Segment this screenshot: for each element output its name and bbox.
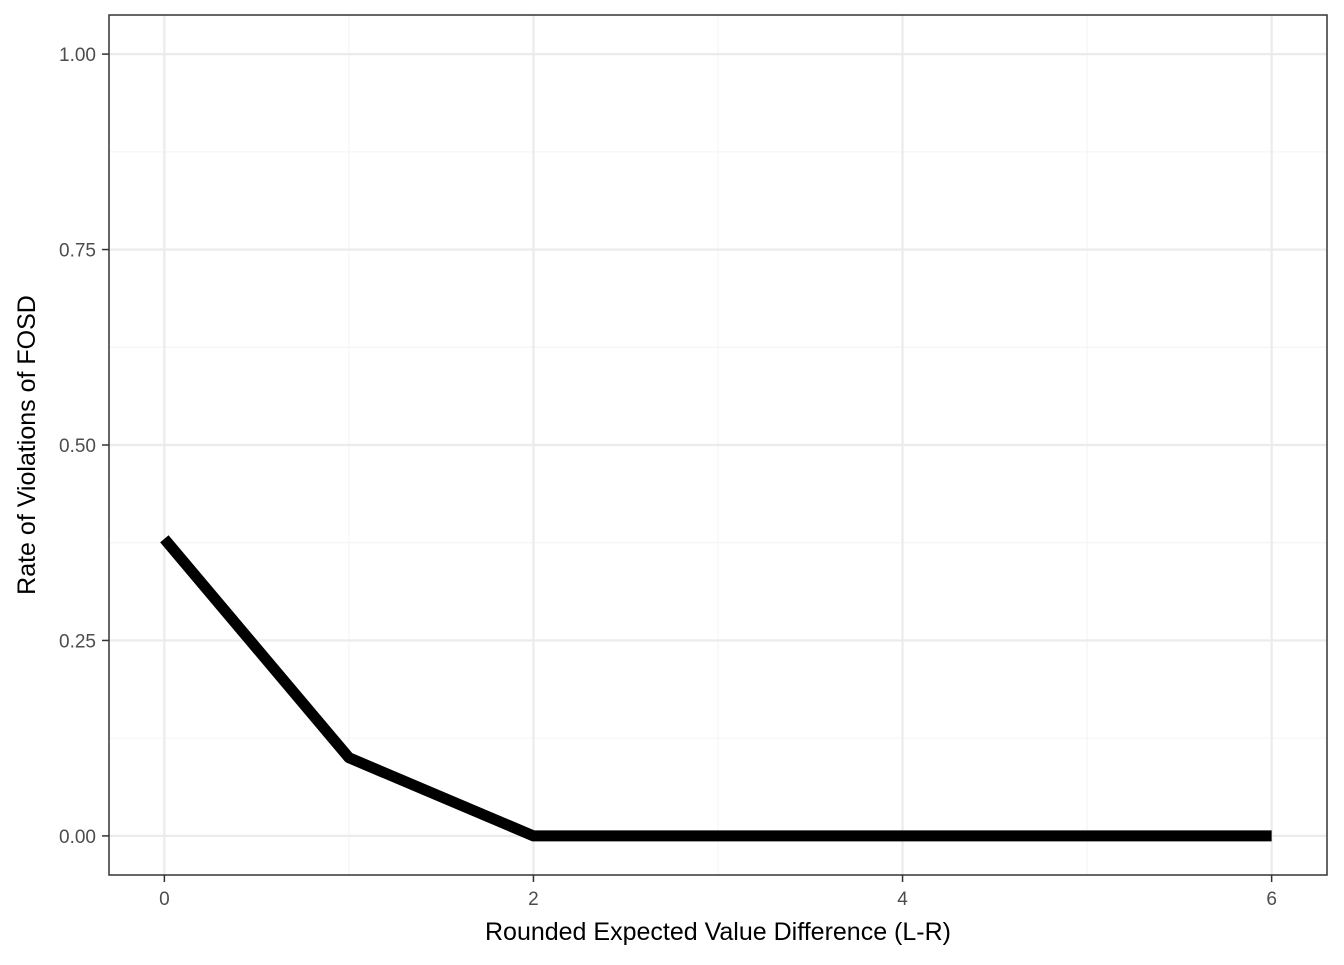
x-tick-label: 6 xyxy=(1266,889,1277,910)
y-tick-label: 0.75 xyxy=(59,241,96,262)
y-axis-title: Rate of Violations of FOSD xyxy=(13,295,41,595)
x-axis-title: Rounded Expected Value Difference (L-R) xyxy=(485,918,951,946)
y-tick-label: 0.00 xyxy=(59,827,96,848)
x-tick-label: 4 xyxy=(897,889,908,910)
x-tick-label: 0 xyxy=(159,889,170,910)
y-tick-label: 0.25 xyxy=(59,631,96,652)
y-tick-label: 1.00 xyxy=(59,45,96,66)
y-tick-label: 0.50 xyxy=(59,436,96,457)
x-tick-label: 2 xyxy=(528,889,539,910)
